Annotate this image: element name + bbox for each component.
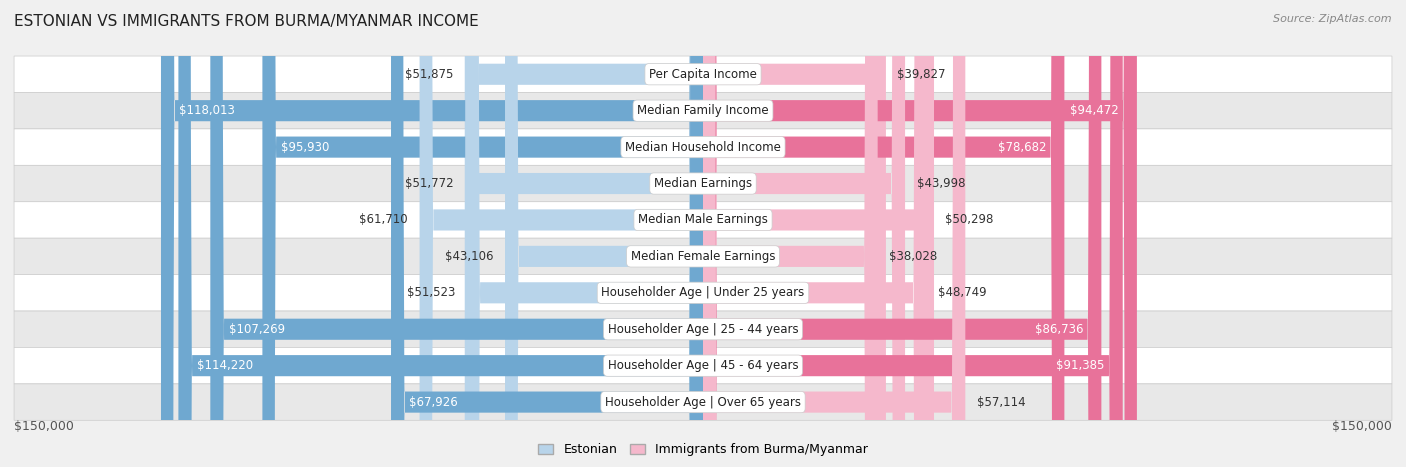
FancyBboxPatch shape: [419, 0, 703, 467]
FancyBboxPatch shape: [14, 311, 1392, 347]
FancyBboxPatch shape: [703, 0, 1064, 467]
FancyBboxPatch shape: [703, 0, 966, 467]
Text: $50,298: $50,298: [945, 213, 994, 226]
FancyBboxPatch shape: [391, 0, 703, 467]
Text: Median Earnings: Median Earnings: [654, 177, 752, 190]
Text: $91,385: $91,385: [1056, 359, 1104, 372]
Text: Median Household Income: Median Household Income: [626, 141, 780, 154]
FancyBboxPatch shape: [703, 0, 1101, 467]
FancyBboxPatch shape: [14, 56, 1392, 92]
Text: $150,000: $150,000: [1331, 420, 1392, 433]
FancyBboxPatch shape: [14, 202, 1392, 238]
Text: $43,106: $43,106: [446, 250, 494, 263]
FancyBboxPatch shape: [703, 0, 934, 467]
Text: $51,772: $51,772: [405, 177, 454, 190]
Text: $38,028: $38,028: [889, 250, 938, 263]
FancyBboxPatch shape: [14, 238, 1392, 275]
Text: Median Female Earnings: Median Female Earnings: [631, 250, 775, 263]
FancyBboxPatch shape: [703, 0, 905, 467]
FancyBboxPatch shape: [14, 275, 1392, 311]
Text: Householder Age | Under 25 years: Householder Age | Under 25 years: [602, 286, 804, 299]
FancyBboxPatch shape: [179, 0, 703, 467]
FancyBboxPatch shape: [465, 0, 703, 467]
Text: ESTONIAN VS IMMIGRANTS FROM BURMA/MYANMAR INCOME: ESTONIAN VS IMMIGRANTS FROM BURMA/MYANMA…: [14, 14, 479, 29]
Text: $94,472: $94,472: [1070, 104, 1119, 117]
Text: $86,736: $86,736: [1035, 323, 1083, 336]
Text: $43,998: $43,998: [917, 177, 965, 190]
Text: Median Male Earnings: Median Male Earnings: [638, 213, 768, 226]
FancyBboxPatch shape: [703, 0, 1123, 467]
Text: Householder Age | Over 65 years: Householder Age | Over 65 years: [605, 396, 801, 409]
FancyBboxPatch shape: [465, 0, 703, 467]
FancyBboxPatch shape: [263, 0, 703, 467]
FancyBboxPatch shape: [160, 0, 703, 467]
FancyBboxPatch shape: [703, 0, 927, 467]
FancyBboxPatch shape: [14, 347, 1392, 384]
Text: $48,749: $48,749: [938, 286, 987, 299]
Text: $67,926: $67,926: [409, 396, 458, 409]
Text: $150,000: $150,000: [14, 420, 75, 433]
Text: Source: ZipAtlas.com: Source: ZipAtlas.com: [1274, 14, 1392, 24]
Text: $114,220: $114,220: [197, 359, 253, 372]
FancyBboxPatch shape: [703, 0, 1137, 467]
FancyBboxPatch shape: [467, 0, 703, 467]
Legend: Estonian, Immigrants from Burma/Myanmar: Estonian, Immigrants from Burma/Myanmar: [533, 439, 873, 461]
FancyBboxPatch shape: [703, 0, 877, 467]
Text: $61,710: $61,710: [360, 213, 408, 226]
FancyBboxPatch shape: [14, 129, 1392, 165]
Text: $51,875: $51,875: [405, 68, 453, 81]
Text: $57,114: $57,114: [977, 396, 1025, 409]
FancyBboxPatch shape: [211, 0, 703, 467]
FancyBboxPatch shape: [505, 0, 703, 467]
FancyBboxPatch shape: [14, 92, 1392, 129]
Text: Householder Age | 25 - 44 years: Householder Age | 25 - 44 years: [607, 323, 799, 336]
Text: Householder Age | 45 - 64 years: Householder Age | 45 - 64 years: [607, 359, 799, 372]
Text: $51,523: $51,523: [406, 286, 456, 299]
FancyBboxPatch shape: [14, 384, 1392, 420]
Text: Per Capita Income: Per Capita Income: [650, 68, 756, 81]
Text: $78,682: $78,682: [997, 141, 1046, 154]
Text: Median Family Income: Median Family Income: [637, 104, 769, 117]
FancyBboxPatch shape: [14, 165, 1392, 202]
Text: $95,930: $95,930: [281, 141, 329, 154]
Text: $107,269: $107,269: [229, 323, 285, 336]
Text: $118,013: $118,013: [180, 104, 235, 117]
Text: $39,827: $39,827: [897, 68, 946, 81]
FancyBboxPatch shape: [703, 0, 886, 467]
